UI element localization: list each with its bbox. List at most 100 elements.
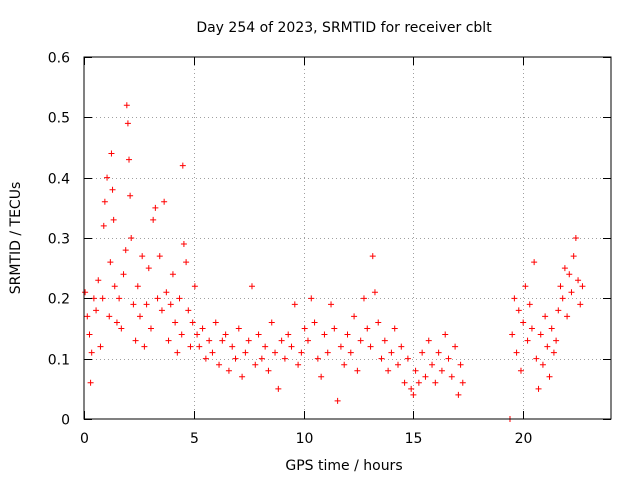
data-point (575, 277, 582, 284)
data-point (139, 253, 146, 260)
data-point (517, 367, 524, 374)
data-point (438, 367, 445, 374)
data-point (136, 313, 143, 320)
data-point (124, 120, 131, 127)
x-tick-label: 5 (190, 431, 199, 447)
data-point (408, 385, 415, 392)
data-point (174, 349, 181, 356)
x-axis-label: GPS time / hours (285, 458, 402, 474)
data-point (550, 349, 557, 356)
data-point (258, 355, 265, 362)
y-tick-label: 0.2 (48, 292, 70, 308)
data-point (341, 361, 348, 368)
data-point (187, 343, 194, 350)
data-point (566, 271, 573, 278)
data-point (199, 325, 206, 332)
data-point (455, 391, 462, 398)
data-point (520, 319, 527, 326)
data-point (165, 337, 172, 344)
data-point (122, 247, 129, 254)
y-tick-label: 0.4 (48, 172, 70, 188)
data-point (156, 253, 163, 260)
data-point (401, 379, 408, 386)
data-point (422, 373, 429, 380)
data-point (248, 283, 255, 290)
data-point (176, 295, 183, 302)
data-point (232, 355, 239, 362)
data-point (99, 295, 106, 302)
data-point (395, 361, 402, 368)
data-point (537, 331, 544, 338)
data-point (324, 349, 331, 356)
data-point (275, 385, 282, 392)
y-tick-label: 0.6 (48, 51, 70, 67)
data-point (235, 325, 242, 332)
data-point (225, 367, 232, 374)
data-point (415, 379, 422, 386)
data-point (344, 331, 351, 338)
data-point (425, 337, 432, 344)
data-point (206, 337, 213, 344)
data-point (388, 349, 395, 356)
data-point (158, 307, 165, 314)
data-point (375, 319, 382, 326)
data-point (194, 331, 201, 338)
x-tick-label: 0 (80, 431, 89, 447)
data-point (265, 367, 272, 374)
data-point (285, 331, 292, 338)
y-tick-label: 0.5 (48, 111, 70, 127)
data-point (314, 355, 321, 362)
data-point (412, 367, 419, 374)
data-point (255, 331, 262, 338)
data-point (378, 355, 385, 362)
data-point (448, 373, 455, 380)
data-point (511, 295, 518, 302)
data-point (272, 349, 279, 356)
data-point (161, 198, 168, 205)
y-tick-label: 0.3 (48, 232, 70, 248)
data-point (262, 343, 269, 350)
data-point (542, 313, 549, 320)
data-point (172, 319, 179, 326)
data-point (301, 325, 308, 332)
data-point (101, 198, 108, 205)
data-point (123, 102, 130, 109)
data-point (179, 162, 186, 169)
data-point (404, 355, 411, 362)
data-point (318, 373, 325, 380)
data-point (357, 337, 364, 344)
data-point (86, 331, 93, 338)
data-point (328, 301, 335, 308)
data-point (84, 313, 91, 320)
data-point (539, 361, 546, 368)
data-point (548, 325, 555, 332)
data-point (522, 283, 529, 290)
data-point (311, 319, 318, 326)
data-point (104, 174, 111, 181)
data-point (152, 204, 159, 211)
data-point (385, 367, 392, 374)
data-point (109, 186, 116, 193)
data-point (128, 235, 135, 241)
data-point (242, 349, 249, 356)
data-point (347, 349, 354, 356)
data-point (429, 361, 436, 368)
data-point (304, 337, 311, 344)
data-point (367, 343, 374, 350)
data-point (295, 361, 302, 368)
data-point (513, 349, 520, 356)
data-point (110, 216, 117, 223)
data-point (419, 349, 426, 356)
data-point (189, 319, 196, 326)
data-point (196, 343, 203, 350)
data-point (209, 349, 216, 356)
data-point (334, 397, 341, 404)
data-point (145, 265, 152, 272)
data-point (154, 295, 161, 302)
data-point (561, 265, 568, 272)
data-point (371, 289, 378, 296)
data-point (459, 379, 466, 386)
data-point (87, 379, 94, 386)
data-point (147, 325, 154, 332)
